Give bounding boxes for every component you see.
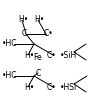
Text: •HSi: •HSi	[60, 82, 77, 91]
Text: Fe: Fe	[34, 53, 42, 62]
Text: H•: H•	[34, 16, 44, 24]
Text: C: C	[21, 30, 27, 39]
Text: C•: C•	[47, 82, 57, 91]
Text: •SiH: •SiH	[60, 50, 77, 59]
Text: •HC: •HC	[2, 71, 18, 80]
Text: C•: C•	[47, 50, 57, 59]
Text: C: C	[35, 69, 41, 78]
Text: H•: H•	[24, 82, 34, 91]
Text: •HC: •HC	[2, 40, 18, 49]
Text: H•: H•	[24, 50, 34, 59]
Text: C•: C•	[44, 30, 54, 39]
Text: H•: H•	[18, 16, 28, 24]
